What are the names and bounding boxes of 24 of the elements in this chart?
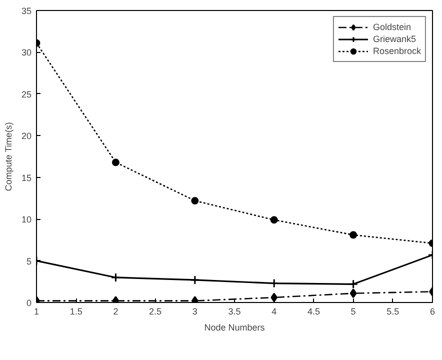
x-tick-label: 4.5	[307, 306, 320, 316]
legend-label: Goldstein	[372, 21, 411, 33]
legend-label: Griewank5	[372, 33, 416, 45]
x-tick-label: 1.5	[70, 306, 82, 316]
y-tick-label: 0	[26, 298, 32, 308]
x-tick-label: 5	[350, 306, 356, 316]
x-tick-label: 3.5	[228, 306, 241, 316]
y-tick-label: 5	[26, 256, 32, 266]
x-tick-label: 4	[272, 306, 277, 316]
x-tick-label: 2	[113, 306, 118, 316]
x-tick-label: 3	[192, 306, 198, 316]
y-tick-label: 15	[21, 172, 32, 183]
y-tick-label: 10	[21, 214, 32, 225]
x-axis-title: Node Numbers	[204, 322, 266, 332]
y-tick-label: 25	[21, 89, 32, 100]
x-tick-label: 6	[430, 306, 436, 316]
y-tick-label: 35	[21, 6, 32, 16]
y-tick-label: 20	[21, 131, 32, 142]
y-tick-label: 30	[21, 48, 32, 58]
y-axis-title: Compute Time(s)	[3, 122, 14, 192]
x-tick-label: 1	[34, 306, 40, 316]
x-tick-label: 2.5	[149, 306, 162, 316]
x-tick-label: 5.5	[386, 306, 400, 316]
legend-label: Rosenbrock	[372, 45, 421, 57]
